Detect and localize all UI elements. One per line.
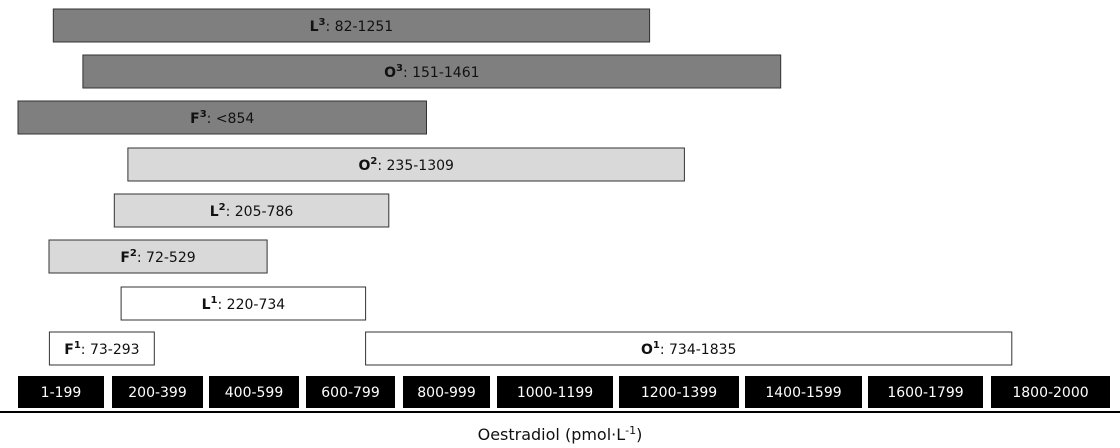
x-bin-label: 1400-1599 bbox=[765, 385, 841, 401]
x-bin-cell bbox=[497, 376, 613, 408]
x-bin-cell bbox=[112, 376, 203, 408]
x-bin-label: 1200-1399 bbox=[641, 385, 717, 401]
range-bar bbox=[127, 147, 685, 182]
range-bar-label: L1: 220-734 bbox=[202, 295, 286, 313]
x-bin-label: 1000-1199 bbox=[517, 385, 593, 401]
range-bar bbox=[365, 331, 1013, 366]
x-bin-label: 400-599 bbox=[225, 385, 284, 401]
range-bar bbox=[48, 239, 268, 274]
x-bin-cell bbox=[868, 376, 983, 408]
range-bar-label: O2: 235-1309 bbox=[358, 156, 453, 174]
x-bin-label: 1-199 bbox=[41, 385, 82, 401]
range-bar-label: F3: <854 bbox=[190, 109, 254, 127]
x-bin-label: 800-999 bbox=[417, 385, 476, 401]
range-bar bbox=[17, 100, 427, 135]
range-bar bbox=[82, 54, 782, 89]
x-bin-cell bbox=[745, 376, 862, 408]
x-bin-cell bbox=[403, 376, 490, 408]
x-bin-cell bbox=[18, 376, 104, 408]
range-bar-label: F1: 73-293 bbox=[64, 340, 139, 358]
x-bin-label: 600-799 bbox=[321, 385, 380, 401]
range-bar bbox=[120, 286, 367, 321]
range-bar bbox=[48, 331, 155, 366]
x-bin-label: 1800-2000 bbox=[1012, 385, 1088, 401]
x-bin-label: 1600-1799 bbox=[887, 385, 963, 401]
x-bin-cell bbox=[991, 376, 1110, 408]
x-axis-label: Oestradiol (pmol·L-1) bbox=[478, 424, 643, 444]
x-axis-label-sup: -1 bbox=[625, 424, 636, 437]
range-bar-label: L3: 82-1251 bbox=[310, 17, 394, 35]
x-bin-label: 200-399 bbox=[128, 385, 187, 401]
range-bar bbox=[52, 8, 651, 43]
range-bar-label: L2: 205-786 bbox=[210, 202, 294, 220]
range-bar bbox=[113, 193, 390, 228]
x-bin-cell bbox=[209, 376, 299, 408]
range-bar-label: O1: 734-1835 bbox=[641, 340, 736, 358]
x-bin-cell bbox=[619, 376, 739, 408]
range-bar-label: F2: 72-529 bbox=[120, 248, 195, 266]
x-axis-label-end: ) bbox=[636, 425, 642, 444]
x-axis-label-text: Oestradiol (pmol·L bbox=[478, 425, 626, 444]
x-axis-bins: 1-199 200-399 400-599 600-799 800-999 1000-11… bbox=[18, 376, 1110, 408]
range-bars: L3: 82-1251 O3: 151-1461 F3: <854 O2: 235-1… bbox=[17, 8, 1013, 366]
range-bar-label: O3: 151-1461 bbox=[384, 63, 479, 81]
x-bin-cell bbox=[306, 376, 395, 408]
